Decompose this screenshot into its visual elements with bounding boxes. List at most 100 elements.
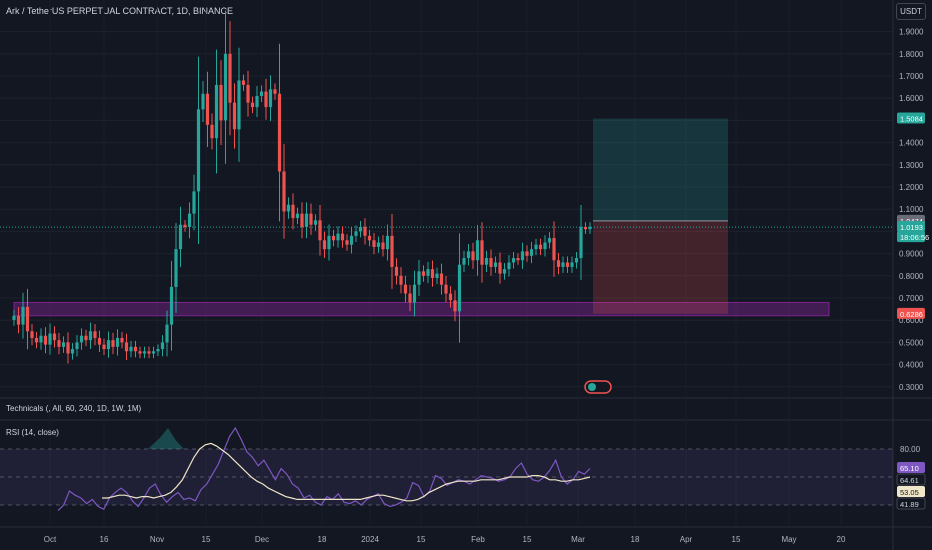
candle-body <box>205 93 210 125</box>
candle-body <box>61 342 66 347</box>
candle-body <box>552 238 556 261</box>
time-tick-label: May <box>781 535 796 544</box>
candle-body <box>174 249 178 287</box>
time-tick-label: 2024 <box>361 535 379 544</box>
candle-body <box>133 346 138 352</box>
candle-body <box>97 337 102 345</box>
candle-body <box>160 342 165 350</box>
candle-body <box>129 346 133 352</box>
candle-body <box>444 284 448 294</box>
candle-body <box>291 204 295 219</box>
candle-body <box>106 340 111 350</box>
price-label-target: 1.5084 <box>897 112 925 124</box>
rsi-label-bg <box>896 497 926 510</box>
candle-body <box>201 93 205 110</box>
rsi-label-level: 41.89 <box>896 497 926 510</box>
candle-body <box>115 337 120 347</box>
technicals-title: Technicals (, All, 60, 240, 1D, 1W, 1M) <box>6 404 142 413</box>
price-label-text: 0.6286 <box>900 310 923 319</box>
time-tick-label: Nov <box>150 535 164 544</box>
price-label-bg <box>897 112 925 124</box>
time-tick-label: 16 <box>100 535 109 544</box>
candle-body <box>588 226 592 230</box>
time-tick-label: 15 <box>202 535 211 544</box>
price-tick-label: 1.7000 <box>899 72 924 81</box>
rsi-label-text: 41.89 <box>900 500 919 509</box>
candle-body <box>295 213 300 219</box>
price-label-text: 18:06:56 <box>900 233 929 242</box>
time-tick-label: Dec <box>255 535 269 544</box>
candle-body <box>435 273 439 279</box>
rsi-label-text: 53.05 <box>900 488 919 497</box>
rsi-line <box>57 426 591 512</box>
candle-body <box>583 226 588 230</box>
candle-body <box>210 124 214 139</box>
candle-body <box>493 262 498 267</box>
candle-body <box>286 204 291 212</box>
price-tick-label: 0.7000 <box>899 294 924 303</box>
candle-body <box>102 344 106 350</box>
candle-body <box>66 342 70 354</box>
candle-body <box>394 266 399 276</box>
candle-body <box>39 335 43 343</box>
candle-body <box>183 224 187 227</box>
candle-body <box>187 213 192 227</box>
candle-body <box>147 351 151 354</box>
candle-body <box>273 89 277 94</box>
candle-body <box>570 262 574 267</box>
candle-body <box>16 315 21 325</box>
time-tick-label: 18 <box>318 535 327 544</box>
candle-body <box>241 80 246 85</box>
candle-body <box>426 269 430 276</box>
support-zone <box>13 301 830 317</box>
candle-body <box>43 335 48 345</box>
candle-body <box>421 271 426 276</box>
time-tick-label: Apr <box>680 535 693 544</box>
candle-body <box>516 258 520 261</box>
symbol-title: Ark / TetherUS PERPETUAL CONTRACT, 1D, B… <box>6 6 234 16</box>
candle-body <box>372 240 376 247</box>
candle-body <box>223 53 228 121</box>
candle-body <box>259 91 264 96</box>
candle-body <box>349 235 354 245</box>
candle-body <box>471 251 475 261</box>
candle-body <box>507 262 511 270</box>
candle-body <box>381 242 385 250</box>
rsi-label-rsi: 65.10 <box>897 462 925 473</box>
price-tick-label: 1.1000 <box>899 205 924 214</box>
price-tick-label: 0.4000 <box>899 361 924 370</box>
rsi-tick-label: 80.00 <box>900 445 921 454</box>
candle-body <box>363 226 367 236</box>
time-tick-label: 18 <box>631 535 640 544</box>
candle-body <box>138 351 142 354</box>
candle-body <box>70 349 75 354</box>
time-tick-label: Mar <box>571 535 585 544</box>
candle-body <box>246 84 250 103</box>
candle-body <box>151 351 156 354</box>
candle-body <box>21 306 25 325</box>
candle-body <box>498 262 502 274</box>
price-tick-label: 0.8000 <box>899 272 924 281</box>
candle-body <box>250 102 255 108</box>
candle-body <box>124 342 129 352</box>
candle-body <box>75 342 79 350</box>
time-tick-label: Feb <box>471 535 485 544</box>
candle-body <box>30 331 34 338</box>
price-tick-label: 1.2000 <box>899 183 924 192</box>
candle-body <box>48 333 52 345</box>
candle-body <box>228 53 232 103</box>
candle-body <box>399 275 403 285</box>
price-label-text: 1.0193 <box>900 223 923 232</box>
price-label-text: 1.5084 <box>900 115 923 124</box>
currency-button[interactable]: USDT <box>896 3 926 20</box>
candle-body <box>439 273 444 285</box>
candle-body <box>511 258 516 263</box>
candle-body <box>448 293 453 301</box>
rsi-label-level: 64.61 <box>896 473 926 486</box>
candle-body <box>25 306 30 332</box>
rsi-label-bg <box>897 486 925 497</box>
rsi-band <box>0 449 893 505</box>
candle-body <box>574 258 579 263</box>
candle-body <box>255 95 259 108</box>
